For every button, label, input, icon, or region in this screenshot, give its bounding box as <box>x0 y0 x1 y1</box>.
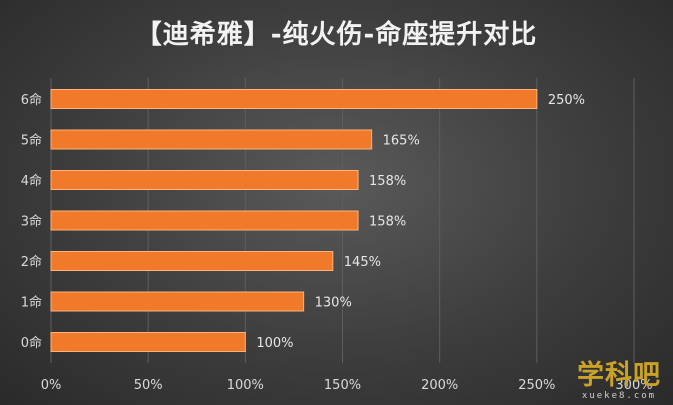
bar <box>50 291 305 312</box>
x-axis-ticks: 0% 50% 100% 150% 200% 250% 300% <box>41 378 653 393</box>
data-label: 158% <box>369 174 406 189</box>
y-tick-label: 2命 <box>21 254 42 270</box>
x-tick-label: 100% <box>227 378 264 393</box>
y-tick-label: 5命 <box>21 133 42 149</box>
y-axis-ticks: 6命 5命 4命 3命 2命 1命 0命 <box>21 92 42 351</box>
y-tick-label: 6命 <box>21 92 42 108</box>
data-label: 165% <box>383 134 420 149</box>
chart-title: 【迪希雅】-纯火伤-命座提升对比 <box>135 20 538 50</box>
x-tick-label: 250% <box>518 378 555 393</box>
data-label: 100% <box>256 336 293 351</box>
bar <box>50 251 334 271</box>
bar <box>50 332 246 352</box>
y-tick-label: 1命 <box>21 295 42 311</box>
bar <box>50 129 373 150</box>
data-label: 145% <box>344 255 381 270</box>
x-tick-label: 200% <box>421 378 458 393</box>
bar <box>50 170 359 190</box>
bar <box>50 210 359 231</box>
x-tick-label: 50% <box>134 378 163 393</box>
data-label: 130% <box>315 296 352 311</box>
data-label: 158% <box>369 215 406 230</box>
y-tick-label: 4命 <box>21 173 42 189</box>
x-tick-label: 150% <box>324 378 361 393</box>
x-tick-label: 300% <box>615 378 652 393</box>
data-labels: 250% 165% 158% 158% 145% 130% 100% <box>256 93 585 351</box>
y-tick-label: 3命 <box>21 214 42 230</box>
x-tick-label: 0% <box>41 378 62 393</box>
y-tick-label: 0命 <box>21 335 42 351</box>
data-label: 250% <box>548 93 585 108</box>
bar <box>50 89 538 109</box>
bars <box>50 89 538 352</box>
